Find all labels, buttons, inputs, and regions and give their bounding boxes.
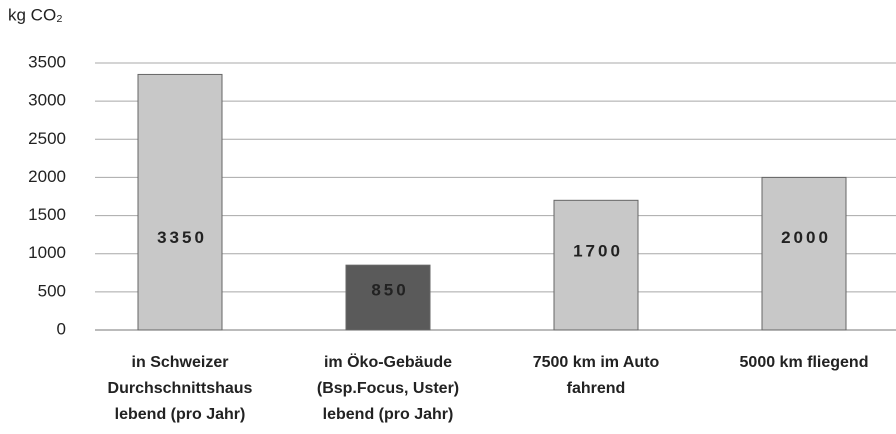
bar <box>553 199 639 331</box>
value-label: 850 <box>371 281 408 300</box>
y-tick-label: 2500 <box>28 129 66 148</box>
x-tick-label: im Öko-Gebäude <box>324 352 452 371</box>
y-tick-label: 2000 <box>28 167 66 186</box>
bar <box>137 73 223 331</box>
x-tick-label: lebend (pro Jahr) <box>323 406 454 423</box>
value-label: 1700 <box>573 242 623 261</box>
x-tick-label: Durchschnittshaus <box>108 380 253 397</box>
y-tick-label: 0 <box>57 319 66 338</box>
y-tick-label: 1500 <box>28 205 66 224</box>
y-axis-label: kg CO₂ <box>8 5 63 24</box>
x-tick-label: fahrend <box>567 380 626 397</box>
x-tick-label: 7500 km im Auto <box>533 354 660 371</box>
x-tick-label: lebend (pro Jahr) <box>115 406 246 423</box>
bar <box>761 176 847 331</box>
value-label: 3350 <box>157 228 207 247</box>
y-tick-label: 3000 <box>28 91 66 110</box>
x-tick-label: 5000 km fliegend <box>740 354 869 371</box>
y-tick-label: 1000 <box>28 243 66 262</box>
value-label: 2000 <box>781 228 831 247</box>
y-tick-label: 3500 <box>28 52 66 71</box>
bar <box>345 264 431 331</box>
x-tick-label: in Schweizer <box>132 354 229 371</box>
y-tick-label: 500 <box>38 281 66 300</box>
x-tick-label: (Bsp.Focus, Uster) <box>317 380 459 397</box>
